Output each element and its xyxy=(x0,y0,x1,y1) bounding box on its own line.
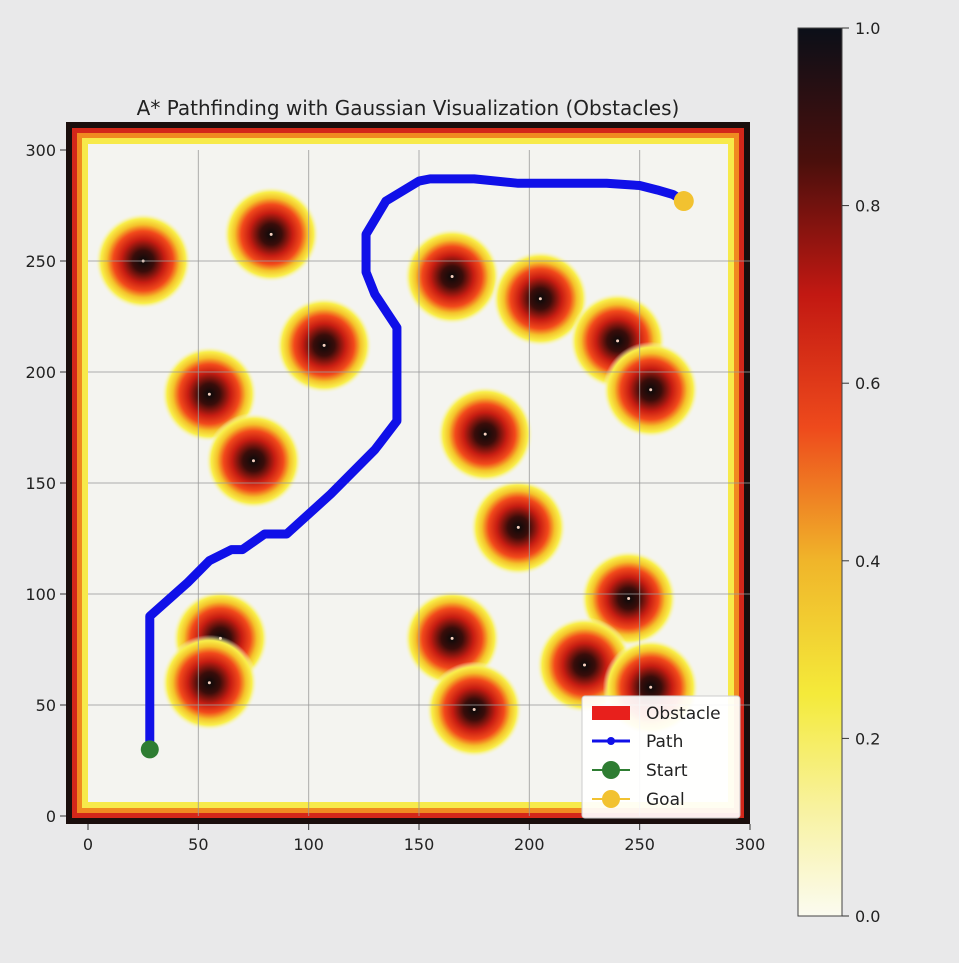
obstacle-center-12 xyxy=(627,596,631,600)
colorbar-tick-label-0.2: 0.2 xyxy=(855,729,880,748)
start-marker xyxy=(140,740,159,759)
x-tick-label-200: 200 xyxy=(514,835,545,854)
legend-entry-path: Path xyxy=(592,732,683,752)
x-tick-label-0: 0 xyxy=(83,835,93,854)
colorbar: 0.0 0.2 0.4 0.6 0.8 1.0 xyxy=(797,19,880,926)
obstacle-center-15 xyxy=(450,636,454,640)
chart-title: A* Pathfinding with Gaussian Visualizati… xyxy=(137,96,680,120)
y-tick-label-0: 0 xyxy=(46,807,56,826)
obstacle-center-7 xyxy=(538,297,542,301)
obstacle-center-3 xyxy=(322,343,326,347)
legend-label-obstacle: Obstacle xyxy=(646,704,721,724)
legend-entry-goal: Goal xyxy=(592,790,685,810)
colorbar-bar xyxy=(797,27,843,917)
obstacle-center-9 xyxy=(649,388,653,392)
y-tick-label-200: 200 xyxy=(25,363,56,382)
obstacle-center-14 xyxy=(207,681,211,685)
obstacle-center-6 xyxy=(450,275,454,279)
y-tick-label-250: 250 xyxy=(25,252,56,271)
obstacle-center-8 xyxy=(616,339,620,343)
colorbar-ticks: 0.0 0.2 0.4 0.6 0.8 1.0 xyxy=(842,19,880,926)
axis-layer: 0 50 100 150 200 250 300 0 50 100 150 200 250 300 xyxy=(25,141,765,854)
y-tick-label-100: 100 xyxy=(25,585,56,604)
obstacle-center-11 xyxy=(516,525,520,529)
obstacle-center-16 xyxy=(472,707,476,711)
y-tick-label-150: 150 xyxy=(25,474,56,493)
colorbar-tick-label-0.6: 0.6 xyxy=(855,374,880,393)
y-tick-label-300: 300 xyxy=(25,141,56,160)
obstacle-center-10 xyxy=(483,432,487,436)
obstacle-center-17 xyxy=(583,663,586,667)
legend-swatch-start-marker xyxy=(602,761,620,779)
x-tick-label-50: 50 xyxy=(188,835,208,854)
path-line xyxy=(145,174,689,754)
legend-swatch-obstacle xyxy=(592,706,630,720)
legend-label-start: Start xyxy=(646,761,688,781)
legend-box xyxy=(581,695,741,819)
obstacle-center-18 xyxy=(649,685,653,689)
goal-marker xyxy=(673,191,694,212)
y-tick-label-50: 50 xyxy=(36,696,56,715)
legend-swatch-path-marker xyxy=(607,737,615,745)
x-tick-label-300: 300 xyxy=(735,835,766,854)
legend-label-goal: Goal xyxy=(646,790,685,810)
legend-label-path: Path xyxy=(646,732,683,752)
x-tick-label-150: 150 xyxy=(404,835,435,854)
legend: Obstacle Path Start Goal xyxy=(581,695,741,819)
colorbar-tick-label-1.0: 1.0 xyxy=(855,19,880,38)
colorbar-tick-label-0.8: 0.8 xyxy=(855,197,880,216)
obstacle-center-2 xyxy=(269,232,273,236)
colorbar-tick-label-0.0: 0.0 xyxy=(855,907,880,926)
obstacle-layer xyxy=(95,186,699,758)
legend-entry-obstacle: Obstacle xyxy=(592,704,721,724)
colorbar-tick-label-0.4: 0.4 xyxy=(855,552,880,571)
path-layer xyxy=(140,174,694,759)
obstacle-center-5 xyxy=(252,459,255,463)
x-tick-label-100: 100 xyxy=(293,835,324,854)
obstacle-center-4 xyxy=(207,392,211,396)
x-tick-label-250: 250 xyxy=(624,835,655,854)
legend-entry-start: Start xyxy=(592,761,688,781)
legend-swatch-goal-marker xyxy=(602,790,620,808)
